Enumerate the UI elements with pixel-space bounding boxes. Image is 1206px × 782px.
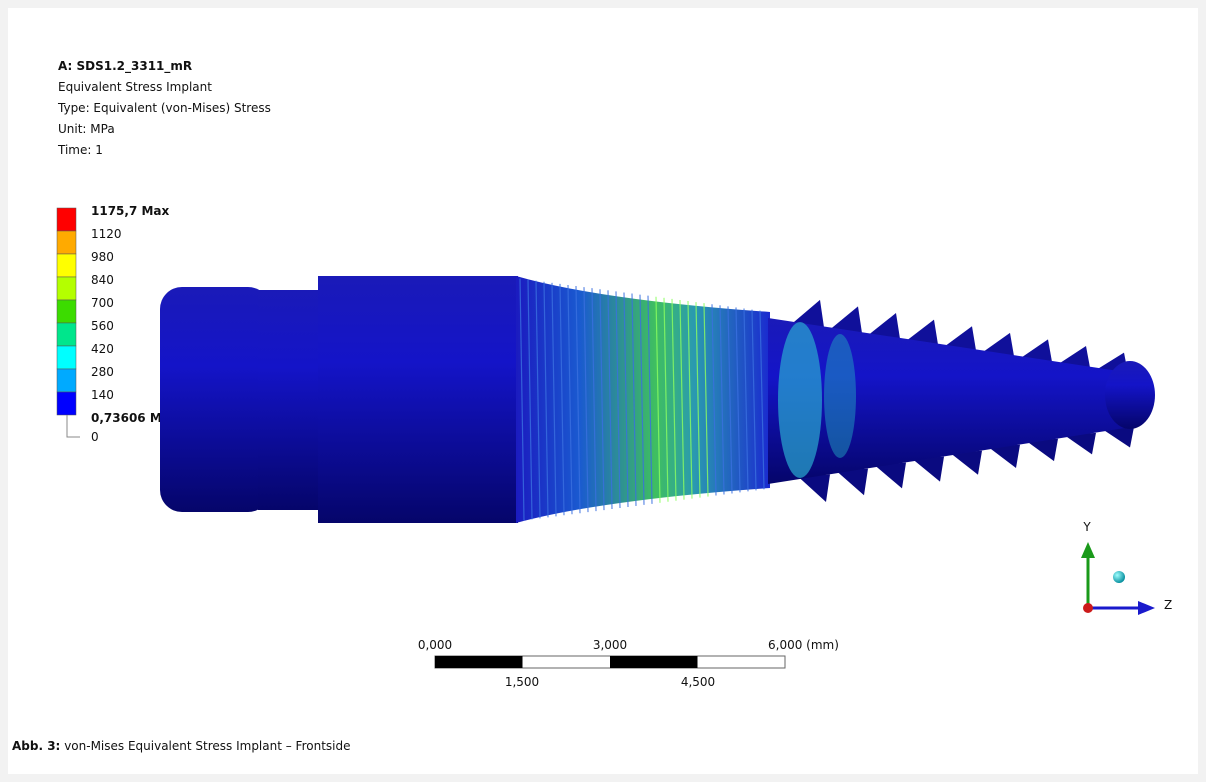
legend-swatch — [57, 300, 76, 323]
legend-label: 700 — [91, 296, 114, 310]
legend-label: 420 — [91, 342, 114, 356]
scale-label: 3,000 — [593, 638, 627, 652]
legend-label: 1120 — [91, 227, 122, 241]
result-line: Type: Equivalent (von-Mises) Stress — [57, 101, 271, 115]
scale-label: 4,500 — [681, 675, 715, 689]
stress-zone — [778, 322, 822, 478]
tip — [1105, 361, 1155, 429]
scale-label: 1,500 — [505, 675, 539, 689]
legend-label: 140 — [91, 388, 114, 402]
legend-label: 280 — [91, 365, 114, 379]
legend-label: 980 — [91, 250, 114, 264]
caption-prefix: Abb. 3: — [12, 739, 60, 753]
result-line: Equivalent Stress Implant — [58, 80, 212, 94]
result-title: A: SDS1.2_3311_mR — [58, 59, 192, 74]
origin — [1083, 603, 1093, 613]
legend-swatch — [57, 254, 76, 277]
scale-segment — [610, 656, 698, 668]
legend-swatch — [57, 346, 76, 369]
view-sphere — [1113, 571, 1125, 583]
caption: Abb. 3: von-Mises Equivalent Stress Impl… — [12, 739, 351, 753]
cylinder — [318, 276, 518, 523]
legend-swatch — [57, 392, 76, 415]
legend-label: 0 — [91, 430, 99, 444]
legend-label: 560 — [91, 319, 114, 333]
page: A: SDS1.2_3311_mR Equivalent Stress Impl… — [0, 0, 1206, 782]
legend-swatch — [57, 231, 76, 254]
legend-swatch — [57, 277, 76, 300]
head — [160, 287, 270, 512]
legend-label: 1175,7 Max — [91, 204, 170, 218]
stress-zone — [824, 334, 856, 458]
result-line: Time: 1 — [57, 143, 103, 157]
legend-swatch — [57, 208, 76, 231]
scale-segment — [435, 656, 523, 668]
legend-swatch — [57, 369, 76, 392]
legend-label: 840 — [91, 273, 114, 287]
screenshot: A: SDS1.2_3311_mR Equivalent Stress Impl… — [0, 0, 1206, 782]
scale-label: 6,000 (mm) — [768, 638, 839, 652]
collar — [258, 290, 320, 510]
y-axis-label: Y — [1082, 520, 1091, 534]
caption-text: von-Mises Equivalent Stress Implant – Fr… — [64, 739, 350, 753]
result-line: Unit: MPa — [58, 122, 115, 136]
scale-label: 0,000 — [418, 638, 452, 652]
z-axis-label: Z — [1164, 598, 1172, 612]
legend-swatch — [57, 323, 76, 346]
